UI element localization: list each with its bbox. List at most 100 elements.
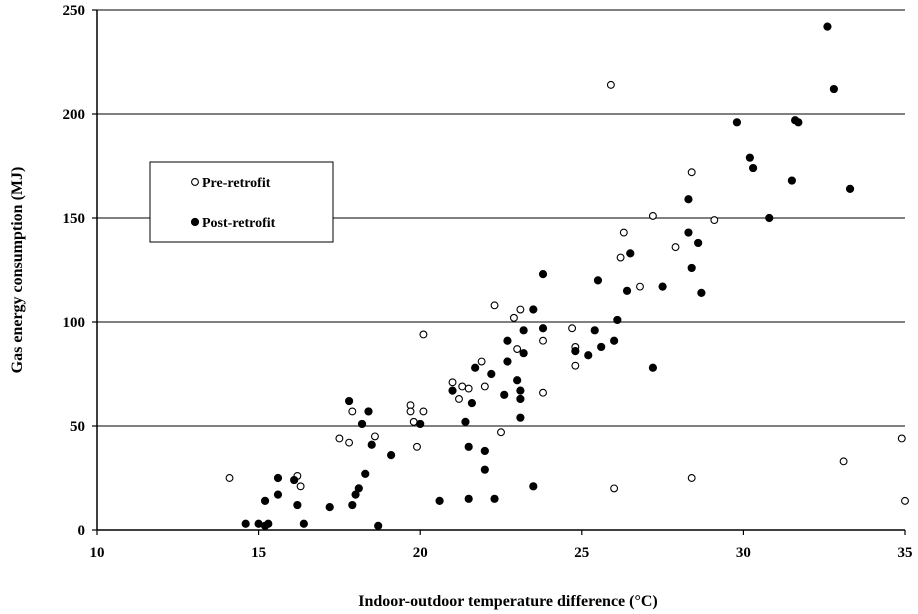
data-points xyxy=(225,22,909,530)
post-retrofit-point-52 xyxy=(613,315,622,325)
post-retrofit-point-21 xyxy=(416,419,425,429)
post-retrofit-point-18 xyxy=(367,440,376,449)
post-retrofit-point-63 xyxy=(745,153,754,162)
y-tick-label-50: 50 xyxy=(70,419,85,435)
pre-retrofit-point-28 xyxy=(571,361,580,370)
post-retrofit-point-36 xyxy=(513,376,522,385)
post-retrofit-point-54 xyxy=(626,249,635,258)
pre-retrofit-point-36 xyxy=(687,168,696,177)
post-retrofit-point-12 xyxy=(348,500,357,510)
legend-marker-pre-retrofit xyxy=(191,178,199,186)
post-retrofit-point-27 xyxy=(467,399,477,408)
post-retrofit-point-64 xyxy=(748,163,758,173)
post-retrofit-point-11 xyxy=(344,396,354,406)
post-retrofit-point-49 xyxy=(593,276,603,285)
post-retrofit-point-37 xyxy=(516,386,525,395)
legend-box xyxy=(149,161,334,243)
post-retrofit-point-57 xyxy=(684,195,693,204)
y-tick-label-200: 200 xyxy=(63,107,86,123)
post-retrofit-point-22 xyxy=(435,496,444,505)
legend-label-post-retrofit: Post-retrofit xyxy=(202,216,276,231)
post-retrofit-point-35 xyxy=(503,336,512,345)
post-retrofit-point-51 xyxy=(610,336,619,345)
pre-retrofit-point-10 xyxy=(413,442,421,451)
post-retrofit-point-43 xyxy=(529,482,538,491)
post-retrofit-point-61 xyxy=(697,288,706,297)
pre-retrofit-point-25 xyxy=(539,336,547,345)
post-retrofit-point-60 xyxy=(694,238,703,248)
x-tick-label-20: 20 xyxy=(413,545,428,561)
post-retrofit-point-17 xyxy=(364,407,373,416)
x-axis-title: Indoor-outdoor temperature difference (°… xyxy=(358,593,658,610)
post-retrofit-point-4 xyxy=(260,496,270,505)
legend-label-pre-retrofit: Pre-retrofit xyxy=(202,176,271,191)
post-retrofit-point-10 xyxy=(325,503,334,512)
pre-retrofit-point-24 xyxy=(539,388,547,397)
post-retrofit-point-20 xyxy=(387,451,396,460)
post-retrofit-point-31 xyxy=(487,369,496,379)
pre-retrofit-point-40 xyxy=(897,434,906,443)
post-retrofit-point-26 xyxy=(464,494,473,503)
post-retrofit-point-48 xyxy=(590,326,599,335)
pre-retrofit-point-31 xyxy=(616,253,625,262)
pre-retrofit-point-6 xyxy=(371,432,379,441)
pre-retrofit-point-20 xyxy=(497,428,505,437)
pre-retrofit-point-8 xyxy=(406,407,415,416)
post-retrofit-point-9 xyxy=(299,519,308,528)
post-retrofit-point-25 xyxy=(464,442,473,451)
pre-retrofit-point-23 xyxy=(516,305,525,314)
post-retrofit-point-5 xyxy=(273,473,283,483)
x-tick-label-25: 25 xyxy=(574,545,589,561)
y-tick-label-150: 150 xyxy=(63,211,86,227)
post-retrofit-point-55 xyxy=(648,363,658,372)
post-retrofit-point-70 xyxy=(829,84,838,94)
post-retrofit-point-58 xyxy=(684,228,693,237)
post-retrofit-point-24 xyxy=(461,417,470,426)
pre-retrofit-point-0 xyxy=(225,474,234,482)
post-retrofit-point-62 xyxy=(732,118,742,127)
legend: Pre-retrofit Post-retrofit xyxy=(149,161,334,243)
y-tick-label-250: 250 xyxy=(63,3,86,19)
post-retrofit-point-46 xyxy=(571,347,580,356)
post-retrofit-point-33 xyxy=(500,390,509,399)
x-tick-label-15: 15 xyxy=(251,545,266,561)
pre-retrofit-point-11 xyxy=(419,407,428,416)
post-retrofit-point-19 xyxy=(374,521,383,530)
pre-retrofit-point-35 xyxy=(671,243,680,252)
pre-retrofit-point-33 xyxy=(636,282,644,291)
post-retrofit-point-15 xyxy=(357,419,367,429)
post-retrofit-point-41 xyxy=(519,326,528,335)
pre-retrofit-point-4 xyxy=(345,438,354,447)
pre-retrofit-point-32 xyxy=(619,228,628,237)
post-retrofit-point-30 xyxy=(480,446,489,456)
pre-retrofit-point-15 xyxy=(458,382,467,391)
post-retrofit-point-29 xyxy=(480,465,489,474)
legend-marker-post-retrofit xyxy=(190,217,200,227)
tick-labels: 0 50 100 150 200 250 10 15 20 25 30 35 xyxy=(63,3,913,561)
pre-retrofit-point-17 xyxy=(477,357,486,366)
post-retrofit-point-68 xyxy=(794,118,803,127)
pre-retrofit-point-39 xyxy=(839,457,848,466)
pre-retrofit-point-22 xyxy=(513,345,522,353)
pre-retrofit-point-3 xyxy=(335,434,344,443)
pre-retrofit-point-29 xyxy=(606,80,615,89)
post-retrofit-point-3 xyxy=(264,519,273,528)
pre-retrofit-point-21 xyxy=(509,313,518,322)
pre-retrofit-point-38 xyxy=(710,216,719,225)
pre-retrofit-point-12 xyxy=(419,330,428,339)
post-retrofit-point-42 xyxy=(529,305,538,314)
post-retrofit-point-7 xyxy=(290,475,299,485)
post-retrofit-point-16 xyxy=(361,469,370,478)
post-retrofit-point-59 xyxy=(687,263,696,273)
post-retrofit-point-34 xyxy=(503,357,512,366)
post-retrofit-point-71 xyxy=(845,184,855,193)
post-retrofit-point-66 xyxy=(787,176,796,185)
post-retrofit-point-50 xyxy=(597,342,606,352)
pre-retrofit-point-5 xyxy=(348,407,357,416)
post-retrofit-point-38 xyxy=(516,394,525,404)
post-retrofit-point-14 xyxy=(354,484,363,493)
pre-retrofit-point-30 xyxy=(610,484,619,493)
y-axis-title: Gas energy consumption (MJ) xyxy=(9,167,26,374)
